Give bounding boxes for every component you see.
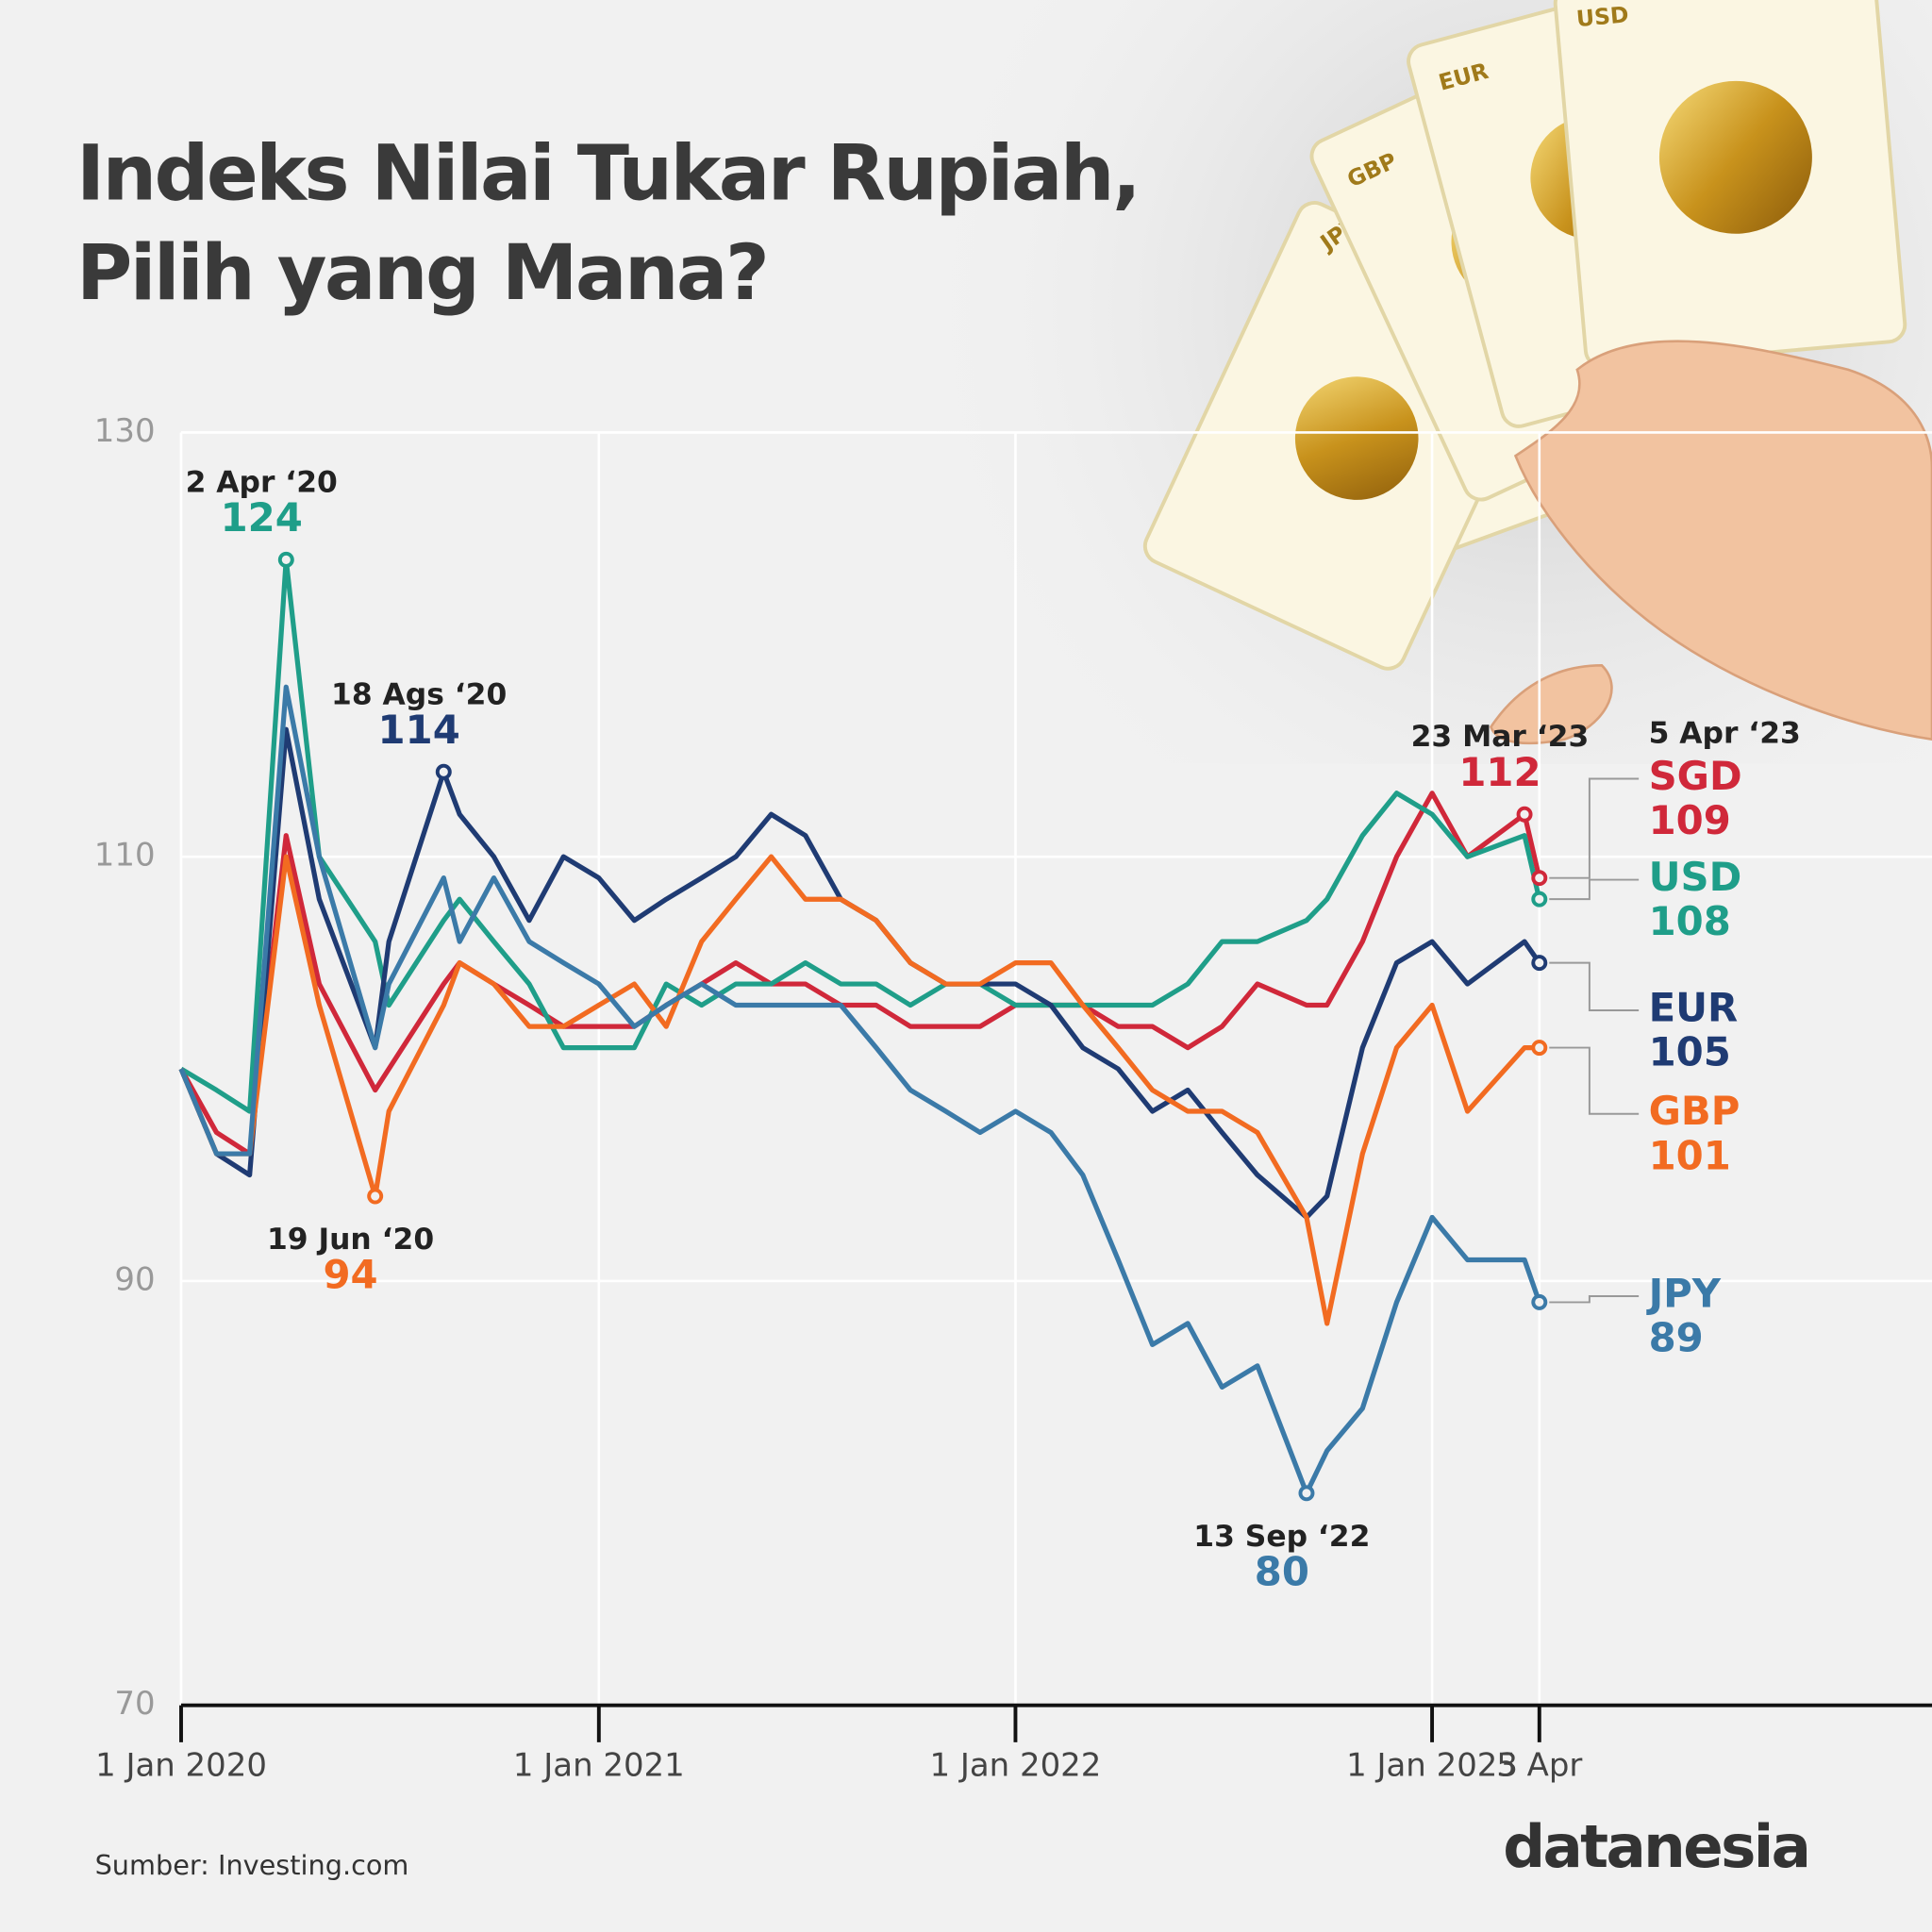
leader-line [1549, 777, 1640, 879]
series-line [178, 854, 1540, 1326]
x-tick-label: 1 Jan 2022 [930, 1746, 1102, 1784]
point-marker [1531, 891, 1548, 908]
leader-line [1549, 878, 1640, 901]
annotation-value: 112 [1458, 749, 1541, 795]
point-marker [367, 1188, 384, 1205]
leader-line [1549, 961, 1640, 1011]
plot-area: 70 90 110 130 1 Jan 2020 1 Jan 2021 1 Jan 2022… [94, 412, 1932, 1784]
brand-logo: datanesia [1503, 1812, 1808, 1881]
end-value-label: 101 [1649, 1132, 1731, 1178]
end-value-label: 89 [1649, 1315, 1704, 1361]
point-marker [1531, 1293, 1548, 1310]
series-line [178, 791, 1542, 1157]
annotation-date: 18 Ags ‘20 [331, 677, 507, 711]
leader-line [1549, 1046, 1640, 1115]
annotation-date: 2 Apr ‘20 [186, 465, 338, 499]
y-tick-label: 130 [94, 412, 156, 450]
annotation-value: 124 [221, 494, 303, 541]
end-date-label: 5 Apr ‘23 [1649, 716, 1801, 750]
chart-title: Pilih yang Mana? [76, 229, 767, 318]
x-tick-label: 1 Jan 2023 [1346, 1746, 1518, 1784]
point-marker [1531, 1040, 1548, 1057]
card-label: USD [1575, 1, 1630, 32]
thumb [1489, 663, 1613, 745]
legend-label: SGD [1649, 753, 1742, 799]
x-tick-label: 1 Jan 2020 [95, 1746, 267, 1784]
annotation-value: 80 [1255, 1549, 1309, 1595]
legend-label: USD [1649, 854, 1742, 900]
annotation-date: 13 Sep ‘22 [1193, 1520, 1370, 1554]
end-value-label: 109 [1649, 797, 1731, 843]
legend-label: EUR [1649, 985, 1739, 1031]
series-line [178, 684, 1542, 1496]
hand [1513, 340, 1932, 741]
x-tick-label: 5 Apr [1496, 1746, 1582, 1784]
annotation-date: 19 Jun ‘20 [267, 1223, 434, 1257]
series-line [179, 557, 1542, 1114]
point-marker [1531, 870, 1548, 887]
point-marker [435, 763, 452, 780]
source-note: Sumber: Investing.com [95, 1849, 409, 1881]
legend-label: JPY [1646, 1271, 1722, 1317]
card: USD [1553, 0, 1907, 369]
y-tick-label: 110 [94, 837, 156, 874]
x-tick-label: 1 Jan 2021 [513, 1746, 685, 1784]
legend-label: GBP [1649, 1088, 1740, 1134]
point-marker [1531, 955, 1548, 972]
end-value-label: 105 [1649, 1029, 1731, 1075]
annotation-date: 23 Mar ‘23 [1411, 720, 1590, 754]
y-tick-label: 90 [114, 1260, 155, 1298]
point-marker [277, 551, 294, 568]
annotation-value: 114 [378, 707, 460, 753]
cards-illustration: SGD JPY GBP EUR USD [1142, 0, 1932, 745]
end-value-label: 108 [1649, 898, 1731, 944]
point-marker [1516, 806, 1533, 823]
point-marker [1298, 1485, 1315, 1502]
annotation-value: 94 [323, 1252, 377, 1298]
y-tick-label: 70 [114, 1685, 155, 1723]
leader-line [1549, 1295, 1640, 1304]
chart-title: Indeks Nilai Tukar Rupiah, [76, 129, 1139, 218]
